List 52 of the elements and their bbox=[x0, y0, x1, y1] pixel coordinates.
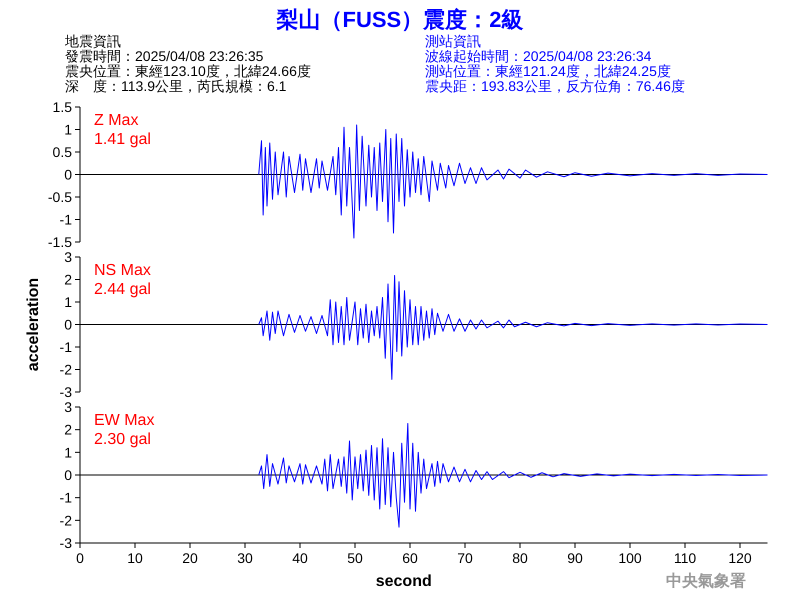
y-tick-label: 2 bbox=[64, 422, 72, 438]
x-axis-title: second bbox=[376, 573, 432, 590]
y-tick-label: -1.5 bbox=[48, 234, 72, 250]
y-tick-label: 3 bbox=[64, 249, 72, 265]
y-tick-label: 1 bbox=[64, 294, 72, 310]
text: 地震資訊 bbox=[64, 33, 121, 49]
text: 震央距：193.83公里，反方位角：76.46度 bbox=[425, 78, 685, 94]
y-tick-label: -0.5 bbox=[48, 189, 72, 205]
x-tick-label: 30 bbox=[237, 550, 253, 566]
text: 震央位置：東經123.10度，北緯24.66度 bbox=[65, 63, 311, 79]
y-tick-label: 0.5 bbox=[52, 144, 72, 160]
y-tick-label: -1 bbox=[60, 339, 72, 355]
chart-title: 梨山（FUSS）震度：2級 bbox=[276, 7, 524, 32]
x-tick-label: 110 bbox=[674, 550, 696, 566]
y-tick-label: -1 bbox=[60, 490, 72, 506]
text: 波線起始時間：2025/04/08 23:26:34 bbox=[425, 48, 652, 64]
y-tick-label: 1 bbox=[64, 122, 72, 138]
y-axis-title: acceleration bbox=[25, 278, 42, 372]
y-tick-label: 3 bbox=[64, 399, 72, 415]
x-tick-label: 20 bbox=[182, 550, 198, 566]
x-tick-label: 40 bbox=[292, 550, 308, 566]
annotation: NS Max bbox=[94, 262, 151, 279]
x-tick-label: 90 bbox=[567, 550, 583, 566]
y-tick-label: 1.5 bbox=[52, 99, 72, 115]
y-tick-label: 0 bbox=[64, 316, 72, 332]
x-tick-label: 10 bbox=[127, 550, 143, 566]
annotation: Z Max bbox=[94, 112, 138, 129]
x-tick-label: 0 bbox=[76, 550, 84, 566]
y-tick-label: 1 bbox=[64, 444, 72, 460]
y-tick-label: -3 bbox=[60, 384, 72, 400]
y-tick-label: -3 bbox=[60, 535, 72, 551]
text: 發震時間：2025/04/08 23:26:35 bbox=[65, 48, 264, 64]
y-tick-label: -2 bbox=[60, 512, 72, 528]
text: 中央氣象署 bbox=[666, 572, 746, 590]
x-tick-label: 50 bbox=[347, 550, 363, 566]
annotation: EW Max bbox=[94, 412, 154, 429]
x-tick-label: 100 bbox=[618, 550, 642, 566]
y-tick-label: 0 bbox=[64, 166, 72, 182]
annotation: 2.30 gal bbox=[94, 431, 151, 448]
y-tick-label: -1 bbox=[60, 212, 72, 228]
y-tick-label: -2 bbox=[60, 362, 72, 378]
text: 深 度：113.9公里，芮氏規模：6.1 bbox=[65, 78, 287, 94]
x-tick-label: 60 bbox=[402, 550, 418, 566]
y-tick-label: 0 bbox=[64, 467, 72, 483]
text: 測站位置：東經121.24度，北緯24.25度 bbox=[425, 63, 671, 79]
x-tick-label: 80 bbox=[512, 550, 528, 566]
x-tick-label: 70 bbox=[457, 550, 473, 566]
annotation: 1.41 gal bbox=[94, 131, 151, 148]
text: 測站資訊 bbox=[425, 33, 481, 49]
annotation: 2.44 gal bbox=[94, 281, 151, 298]
x-tick-label: 120 bbox=[728, 550, 752, 566]
y-tick-label: 2 bbox=[64, 272, 72, 288]
